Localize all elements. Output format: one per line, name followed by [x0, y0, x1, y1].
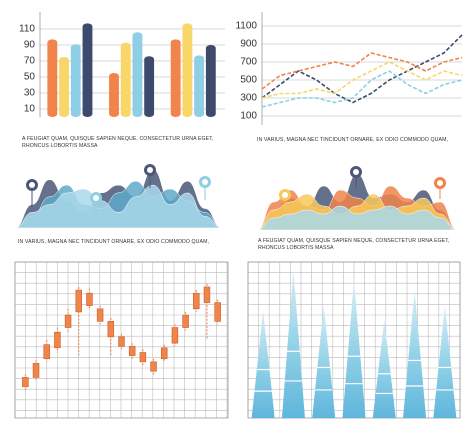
caption: IN VARIUS, MAGNA NEC TINCIDUNT ORNARE, E… — [257, 137, 449, 143]
candle-body — [54, 331, 61, 349]
candle-body — [150, 361, 157, 372]
candle-body — [96, 308, 104, 322]
area — [14, 184, 223, 229]
bar — [205, 45, 216, 117]
y-tick-label: 30 — [24, 88, 36, 99]
pin — [144, 164, 156, 188]
cone — [433, 305, 457, 418]
bar — [82, 23, 93, 117]
y-tick-label: 300 — [240, 93, 257, 104]
bar — [194, 55, 205, 117]
bar — [70, 44, 81, 118]
cone — [372, 319, 396, 418]
cone — [342, 280, 366, 418]
candle-body — [203, 286, 211, 303]
y-tick-label: 1100 — [235, 21, 257, 32]
bar — [59, 57, 69, 117]
bar — [182, 23, 193, 117]
candle-body — [118, 336, 125, 347]
bar — [47, 39, 58, 117]
pin — [279, 189, 291, 211]
y-tick-label: 500 — [240, 75, 257, 86]
cone — [403, 290, 427, 418]
candle-body — [22, 377, 29, 388]
area — [256, 205, 458, 231]
line — [261, 34, 463, 104]
caption: A FEUGIAT QUAM, QUISQUE SAPIEN NEQUE, CO… — [258, 238, 450, 251]
y-tick-label: 50 — [24, 72, 36, 83]
line — [261, 61, 463, 99]
y-tick-label: 110 — [19, 24, 35, 35]
bar — [144, 56, 155, 117]
y-tick-label: 90 — [24, 40, 36, 51]
line — [261, 52, 463, 90]
candle-body — [75, 289, 83, 313]
cone — [281, 269, 305, 418]
line — [261, 70, 463, 108]
candle-body — [107, 320, 115, 338]
bar — [170, 39, 181, 117]
bar — [132, 32, 143, 118]
plot-border — [14, 261, 229, 419]
pin — [434, 177, 446, 199]
candle-body — [182, 314, 189, 328]
candle-body — [193, 292, 200, 310]
candle-body — [160, 347, 168, 360]
bar — [109, 73, 119, 117]
candle-body — [64, 314, 72, 328]
pin — [350, 166, 362, 188]
y-tick-label: 700 — [240, 57, 257, 68]
bar — [120, 42, 131, 117]
pin — [199, 176, 211, 200]
pin — [26, 179, 38, 207]
y-tick-label: 100 — [240, 111, 257, 122]
candle-body — [171, 327, 179, 344]
y-tick-label: 70 — [24, 56, 36, 67]
caption: IN VARIUS, MAGNA NEC TINCIDUNT ORNARE, E… — [18, 239, 210, 245]
candle-body — [214, 302, 221, 322]
y-tick-label: 900 — [240, 39, 257, 50]
candle-body — [43, 344, 50, 360]
candle-body — [86, 292, 93, 306]
y-tick-label: 10 — [24, 104, 36, 115]
cone — [251, 310, 275, 418]
pins — [26, 164, 446, 216]
pin — [90, 192, 102, 216]
candle-body — [128, 345, 136, 356]
cone — [312, 305, 336, 418]
caption: A FEUGIAT QUAM, QUISQUE SAPIEN NEQUE, CO… — [22, 136, 214, 149]
candle-body — [32, 363, 40, 378]
candle-body — [139, 352, 147, 363]
